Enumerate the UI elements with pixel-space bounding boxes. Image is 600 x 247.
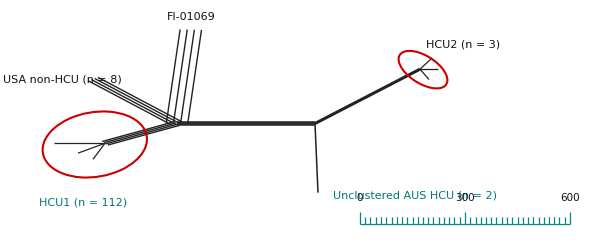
Text: USA non-HCU (n = 8): USA non-HCU (n = 8) [3, 74, 122, 84]
Text: 0: 0 [357, 193, 363, 203]
Text: 300: 300 [455, 193, 475, 203]
Text: HCU2 (n = 3): HCU2 (n = 3) [426, 40, 500, 49]
Text: FI-01069: FI-01069 [166, 12, 215, 22]
Text: 600: 600 [560, 193, 580, 203]
Text: Unclustered AUS HCU (n = 2): Unclustered AUS HCU (n = 2) [333, 190, 497, 200]
Text: HCU1 (n = 112): HCU1 (n = 112) [39, 198, 127, 207]
